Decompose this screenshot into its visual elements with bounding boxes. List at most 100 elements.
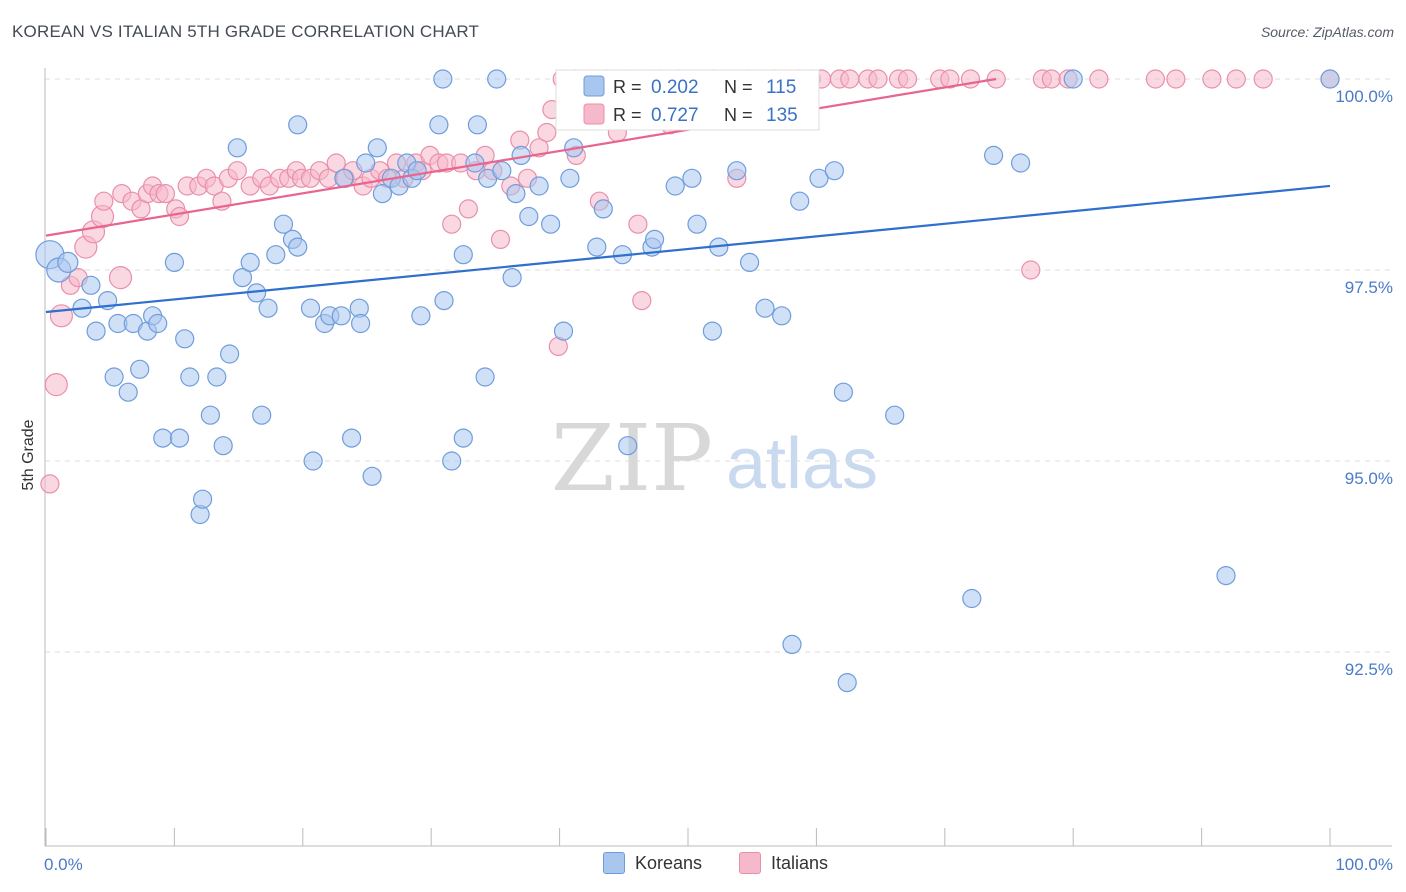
italians-point (940, 69, 960, 89)
koreans-point (824, 161, 845, 181)
koreans-points (35, 69, 1340, 693)
italians-point (1089, 69, 1109, 89)
koreans-point (193, 489, 213, 509)
koreans-point (118, 382, 138, 402)
legend-swatch-italians (739, 852, 761, 874)
x-tick-label-min: 0.0% (44, 855, 83, 874)
italians-point (326, 153, 346, 173)
y-tick-labels: 100.0% 97.5% 95.0% 92.5% (1335, 87, 1393, 679)
koreans-point (809, 168, 829, 188)
y-tick-label: 92.5% (1345, 660, 1393, 679)
italians-point (529, 138, 549, 158)
koreans-point (487, 69, 507, 89)
italians-point (897, 69, 918, 89)
italians-point (108, 266, 133, 290)
koreans-point (837, 672, 857, 693)
koreans-point (356, 153, 376, 173)
koreans-point (1063, 69, 1083, 89)
italians-point (628, 214, 648, 234)
y-tick-label: 95.0% (1345, 469, 1393, 488)
y-tick-label: 97.5% (1345, 278, 1393, 297)
koreans-point (492, 161, 512, 181)
koreans-point (519, 206, 539, 227)
watermark-zip: ZIP (551, 405, 713, 512)
koreans-point (727, 161, 747, 181)
koreans-point (429, 115, 449, 135)
source-credit: Source: ZipAtlas.com (1260, 24, 1394, 40)
italians-point (40, 474, 60, 494)
koreans-point (442, 451, 462, 471)
koreans-point (240, 252, 260, 272)
axes (44, 68, 1392, 847)
italians-point (1145, 69, 1166, 89)
koreans-point (169, 428, 190, 448)
koreans-point (367, 138, 387, 158)
watermark-atlas: atlas (726, 424, 878, 504)
italians-point (868, 69, 888, 89)
koreans-point (86, 321, 106, 341)
koreans-point (164, 252, 184, 272)
top-legend-koreans-r-label: R = (613, 77, 642, 97)
koreans-point (593, 199, 613, 219)
koreans-point (288, 115, 308, 135)
koreans-point (303, 451, 323, 471)
chart-title: KOREAN VS ITALIAN 5TH GRADE CORRELATION … (12, 22, 480, 41)
koreans-point (331, 306, 351, 326)
koreans-point (833, 382, 854, 402)
koreans-point (687, 214, 707, 234)
y-axis-label: 5th Grade (20, 419, 37, 490)
y-tick-label: 100.0% (1335, 87, 1393, 106)
top-legend-italians-r-value: 0.727 (651, 105, 699, 126)
koreans-point (755, 298, 775, 318)
koreans-point (772, 306, 792, 326)
italians-point (1202, 69, 1222, 89)
top-legend-italians-n-label: N = (724, 105, 753, 125)
koreans-point (885, 405, 905, 425)
italians-point (537, 122, 557, 143)
italians-point (458, 199, 478, 219)
italians-point (169, 206, 190, 227)
koreans-point (467, 115, 487, 135)
legend-label-koreans: Koreans (635, 852, 703, 873)
italians-point (49, 304, 74, 328)
top-legend-koreans-n-label: N = (724, 77, 753, 97)
legend-swatch-koreans (603, 852, 625, 874)
koreans-point (739, 252, 760, 272)
koreans-point (207, 367, 227, 387)
koreans-point (618, 436, 638, 456)
koreans-point (258, 298, 278, 318)
top-legend-italians-swatch (583, 103, 605, 125)
koreans-point (475, 367, 495, 387)
italians-point (986, 69, 1006, 89)
koreans-point (153, 428, 173, 448)
top-legend-koreans-n-value: 115 (766, 77, 796, 98)
koreans-point (351, 313, 371, 334)
koreans-point (790, 191, 810, 211)
koreans-point (288, 237, 308, 257)
koreans-point (372, 184, 392, 204)
koreans-point (434, 291, 454, 311)
koreans-point (175, 329, 195, 349)
trend-lines (45, 77, 1331, 314)
top-legend: R = 0.202 N = 115 R = 0.727 N = 135 (555, 69, 820, 131)
italians-point (1166, 69, 1186, 89)
koreans-point (502, 268, 522, 288)
italians-point (155, 184, 175, 204)
koreans-point (553, 321, 574, 341)
legend-item-italians: Italians (739, 852, 828, 874)
koreans-point (81, 275, 101, 295)
koreans-point (587, 237, 607, 257)
x-tick-label-max: 100.0% (1335, 855, 1393, 874)
x-ticks (45, 828, 1331, 846)
koreans-point (782, 634, 802, 655)
koreans-point (453, 245, 473, 265)
koreans-point (220, 344, 240, 364)
koreans-point (682, 168, 702, 188)
koreans-point (644, 229, 665, 249)
italians-point (1226, 69, 1246, 89)
koreans-point (252, 405, 272, 425)
italians-point (632, 291, 652, 311)
top-legend-italians-r-label: R = (613, 105, 642, 125)
koreans-point (1010, 153, 1031, 173)
